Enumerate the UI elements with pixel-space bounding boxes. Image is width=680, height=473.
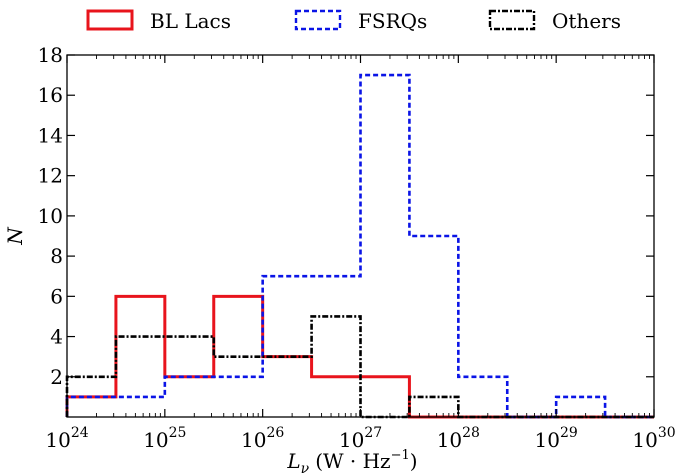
y-tick-label: 2 [50, 365, 63, 389]
x-tick-label: 1026 [241, 425, 284, 452]
y-tick-label: 12 [38, 164, 63, 188]
legend: BL Lacs FSRQs Others [86, 9, 621, 33]
x-axis-symbol: L [286, 449, 300, 473]
series-fsrqs [65, 73, 654, 419]
ticks-layer [66, 54, 655, 417]
series-layer [65, 73, 654, 419]
y-tick-label: 14 [38, 123, 63, 147]
series-others [65, 315, 654, 419]
y-tick-label: 18 [38, 43, 63, 67]
x-tick-label: 1025 [143, 425, 186, 452]
legend-label: BL Lacs [150, 9, 231, 33]
y-tick-label: 8 [50, 244, 63, 268]
legend-swatch-fsrqs [294, 9, 342, 31]
y-axis-title: N [3, 226, 27, 246]
legend-label: FSRQs [358, 9, 427, 33]
x-axis-symbol-sub: ν [301, 461, 310, 473]
x-tick-label: 1030 [632, 425, 675, 452]
legend-swatch-others [488, 9, 536, 31]
legend-swatch-bl-lacs [86, 9, 134, 31]
y-tick-label: 4 [50, 325, 63, 349]
y-tick-label: 6 [50, 284, 63, 308]
x-tick-label: 1029 [535, 425, 578, 452]
x-axis-unit-open: (W · Hz [315, 449, 390, 473]
x-axis-unit-sup: −1 [391, 448, 410, 463]
y-tick-label: 10 [38, 204, 63, 228]
x-axis-unit-close: ) [410, 449, 418, 473]
x-tick-label: 1027 [339, 425, 382, 452]
x-tick-label: 1028 [437, 425, 480, 452]
y-tick-label: 16 [38, 83, 63, 107]
legend-label: Others [552, 9, 621, 33]
tick-labels: 1024 1025 1026 1027 1028 1029 1030 2 4 6 8 10 12 14 16… [38, 43, 676, 452]
x-axis-title: Lν (W · Hz−1) [286, 448, 417, 473]
x-tick-label: 1024 [45, 425, 88, 452]
